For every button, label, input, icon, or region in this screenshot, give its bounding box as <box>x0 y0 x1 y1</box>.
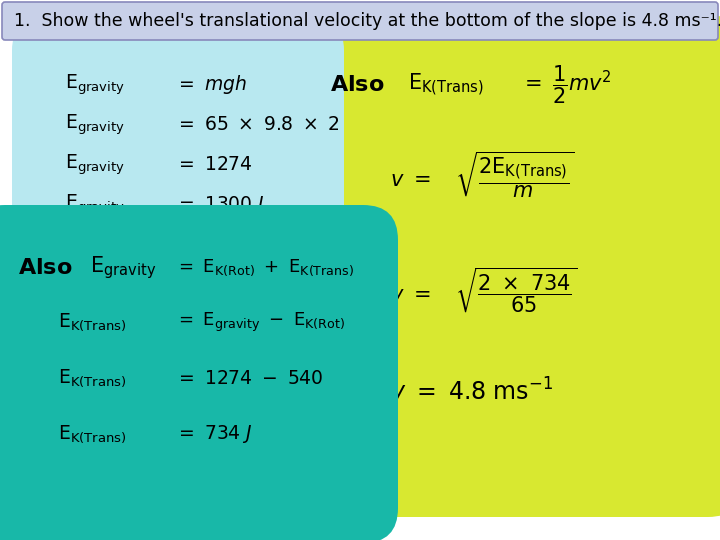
Text: $=\ \dfrac{1}{2}mv^2$: $=\ \dfrac{1}{2}mv^2$ <box>520 64 612 106</box>
Text: $=\ 1300\ J$: $=\ 1300\ J$ <box>175 194 265 216</box>
Text: $\mathbf{Also}$: $\mathbf{Also}$ <box>330 75 384 95</box>
Text: $\mathrm{E_{gravity}}$: $\mathrm{E_{gravity}}$ <box>65 193 125 217</box>
Text: $\mathrm{E_{K(Trans)}}$: $\mathrm{E_{K(Trans)}}$ <box>408 72 484 98</box>
Text: $=\ 1274\ -\ 540$: $=\ 1274\ -\ 540$ <box>175 368 323 388</box>
Text: $\mathrm{E_{gravity}}$: $\mathrm{E_{gravity}}$ <box>65 113 125 137</box>
Text: $\sqrt{\dfrac{2\ \times\ 734}{65}}$: $\sqrt{\dfrac{2\ \times\ 734}{65}}$ <box>455 265 577 315</box>
Text: $v\ =\ 4.8\ \mathrm{ms^{-1}}$: $v\ =\ 4.8\ \mathrm{ms^{-1}}$ <box>390 379 553 406</box>
Text: $=\ 734\ J$: $=\ 734\ J$ <box>175 423 253 445</box>
Text: $\mathbf{Also}$: $\mathbf{Also}$ <box>18 258 73 278</box>
FancyBboxPatch shape <box>265 15 720 517</box>
Text: $=\ 1274$: $=\ 1274$ <box>175 156 253 174</box>
FancyBboxPatch shape <box>0 205 398 540</box>
Text: $\mathrm{E_{K(Trans)}}$: $\mathrm{E_{K(Trans)}}$ <box>58 367 127 389</box>
Text: $\mathrm{E_{gravity}}$: $\mathrm{E_{gravity}}$ <box>65 73 125 97</box>
Text: $v\ =$: $v\ =$ <box>390 285 431 305</box>
Text: $\sqrt{\dfrac{2\mathrm{E_{K(Trans)}}}{m}}$: $\sqrt{\dfrac{2\mathrm{E_{K(Trans)}}}{m}… <box>455 150 575 200</box>
Text: $\mathrm{E_{K(Trans)}}$: $\mathrm{E_{K(Trans)}}$ <box>58 423 127 444</box>
Text: $\mathrm{E_{gravity}}$: $\mathrm{E_{gravity}}$ <box>90 254 156 281</box>
Text: $=\ \mathrm{E_{gravity}}\ -\ \mathrm{E_{K(Rot)}}$: $=\ \mathrm{E_{gravity}}\ -\ \mathrm{E_{… <box>175 310 345 334</box>
Text: $\mathrm{E_{K(Trans)}}$: $\mathrm{E_{K(Trans)}}$ <box>58 312 127 333</box>
Text: $\mathrm{E_{gravity}}$: $\mathrm{E_{gravity}}$ <box>65 153 125 177</box>
Text: $=\ 65\ \times\ 9.8\ \times\ 2$: $=\ 65\ \times\ 9.8\ \times\ 2$ <box>175 116 340 134</box>
FancyBboxPatch shape <box>2 2 718 40</box>
FancyBboxPatch shape <box>12 20 344 282</box>
Text: $v\ =$: $v\ =$ <box>390 170 431 190</box>
Text: 1.  Show the wheel's translational velocity at the bottom of the slope is 4.8 ms: 1. Show the wheel's translational veloci… <box>14 12 720 30</box>
Text: $=\ mgh$: $=\ mgh$ <box>175 73 247 97</box>
Text: $=\ \mathrm{E_{K(Rot)}}\ +\ \mathrm{E_{K(Trans)}}$: $=\ \mathrm{E_{K(Rot)}}\ +\ \mathrm{E_{K… <box>175 258 354 278</box>
